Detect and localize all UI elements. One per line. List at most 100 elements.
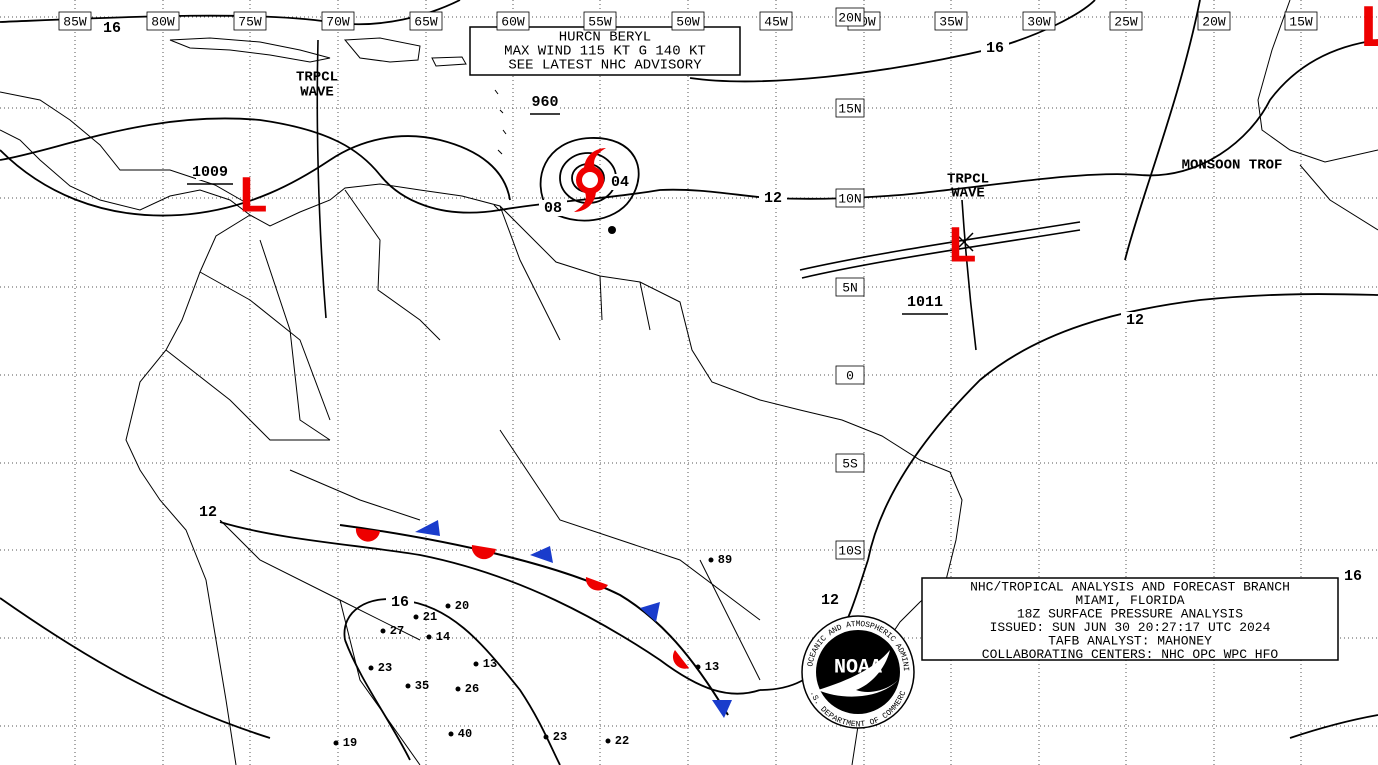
isobar-label-bg xyxy=(981,40,1009,56)
isobar-label: 1009 xyxy=(192,164,228,181)
feature-label: WAVE xyxy=(300,85,334,101)
tropical-wave xyxy=(961,199,977,351)
product-info-line: 18Z SURFACE PRESSURE ANALYSIS xyxy=(1017,606,1243,621)
station-dot xyxy=(543,734,549,740)
station-value: 14 xyxy=(436,630,450,644)
station-dot xyxy=(605,738,611,744)
isobar-label: 16 xyxy=(103,20,121,37)
latitude-label: 0 xyxy=(846,368,854,383)
station-value: 13 xyxy=(483,657,497,671)
isobar-label: 1011 xyxy=(907,294,943,311)
lon-label-box xyxy=(583,11,617,31)
lat-label-box xyxy=(835,277,865,297)
latitude-label: 20N xyxy=(838,10,861,25)
product-info-line: COLLABORATING CENTERS: NHC OPC WPC HFO xyxy=(982,647,1279,662)
isobar-label: 960 xyxy=(531,94,558,111)
lesser-antilles xyxy=(489,69,507,212)
storm-advisory-line: SEE LATEST NHC ADVISORY xyxy=(508,58,702,74)
lon-label-box xyxy=(146,11,180,31)
longitude-label: 45W xyxy=(764,14,788,29)
isobar-label-bg xyxy=(531,94,559,110)
hurricane-arms xyxy=(574,148,606,212)
tropical-waves-and-trough xyxy=(316,39,1081,351)
longitude-label: 50W xyxy=(676,14,700,29)
feature-label: TRPCL xyxy=(947,172,989,188)
isobar-label-bg xyxy=(759,190,787,206)
lon-label-box xyxy=(671,11,705,31)
isobar-label-bg xyxy=(194,504,222,520)
lat-label-box xyxy=(835,453,865,473)
lon-label-box xyxy=(496,11,530,31)
isobar-label: 08 xyxy=(544,200,562,217)
latitude-label: 10N xyxy=(838,191,861,206)
station-value: 20 xyxy=(455,599,469,613)
station-value: 23 xyxy=(553,730,567,744)
lon-label-box xyxy=(58,11,92,31)
isobar xyxy=(1289,714,1378,739)
longitude-label: 15W xyxy=(1289,14,1313,29)
logo-ring-top-path: NATIONAL OCEANIC AND ATMOSPHERIC ADMINIS… xyxy=(0,0,910,672)
low-pressure-center: L xyxy=(1358,0,1378,65)
front xyxy=(339,520,732,718)
station-dot xyxy=(695,664,701,670)
storm-isobar xyxy=(539,137,640,222)
station-value: 35 xyxy=(415,679,429,693)
isobar-label-bg xyxy=(1339,568,1367,584)
latitude-label: 5N xyxy=(842,280,858,295)
station-dot xyxy=(448,731,454,737)
longitude-label: 25W xyxy=(1114,14,1138,29)
isobar-label: 12 xyxy=(199,504,217,521)
isobar xyxy=(0,39,1378,214)
latitude-label: 10S xyxy=(838,543,862,558)
station-value: 13 xyxy=(705,660,719,674)
isobar xyxy=(219,521,761,695)
low-pressure-center: L xyxy=(946,219,977,278)
longitude-label: 75W xyxy=(238,14,262,29)
isobar xyxy=(867,293,1378,561)
lon-label-box xyxy=(1022,11,1056,31)
product-info-line: MIAMI, FLORIDA xyxy=(1075,593,1184,608)
station-dot xyxy=(380,628,386,634)
isobar-label: 12 xyxy=(821,592,839,609)
station-value: 89 xyxy=(718,553,732,567)
isobar xyxy=(689,0,1096,83)
isobar-label: 12 xyxy=(764,190,782,207)
lat-label-box xyxy=(835,7,865,27)
low-cross xyxy=(954,232,974,252)
longitude-label: 70W xyxy=(326,14,350,29)
longitude-label: 55W xyxy=(588,14,612,29)
station-dot xyxy=(426,634,432,640)
isobar-label-bg xyxy=(1121,312,1149,328)
longitude-label: 85W xyxy=(63,14,87,29)
station-dot xyxy=(455,686,461,692)
station-dot xyxy=(405,683,411,689)
product-info-line: TAFB ANALYST: MAHONEY xyxy=(1048,633,1212,648)
hurricane-eye xyxy=(576,166,604,194)
station-dot xyxy=(473,661,479,667)
station-dot xyxy=(333,740,339,746)
logo-ring-top: NATIONAL OCEANIC AND ATMOSPHERIC ADMINIS… xyxy=(0,0,910,672)
lon-label-box xyxy=(1109,11,1143,31)
lon-label-box xyxy=(759,11,793,31)
lat-label-box xyxy=(835,188,865,208)
lat-label-box xyxy=(835,98,865,118)
isobar-label-bg xyxy=(196,164,224,180)
lat-label-box xyxy=(835,365,865,385)
lon-label-box xyxy=(1197,11,1231,31)
tropical-wave xyxy=(316,39,327,319)
latitude-label: 5S xyxy=(842,456,858,471)
isobar-label-bg xyxy=(386,594,414,610)
isobar-label: 16 xyxy=(1344,568,1362,585)
isobar-label: 12 xyxy=(1126,312,1144,329)
longitude-label: 65W xyxy=(414,14,438,29)
latitude-label: 15N xyxy=(838,101,861,116)
feature-label: TRPCL xyxy=(296,70,338,86)
monsoon-trough xyxy=(799,221,1081,279)
hurricane-symbol xyxy=(574,148,616,234)
product-info-line: ISSUED: SUN JUN 30 20:27:17 UTC 2024 xyxy=(990,620,1271,635)
lon-label-box xyxy=(409,11,443,31)
feature-label: WAVE xyxy=(951,186,985,202)
station-dot xyxy=(413,614,419,620)
isobar xyxy=(0,135,511,217)
